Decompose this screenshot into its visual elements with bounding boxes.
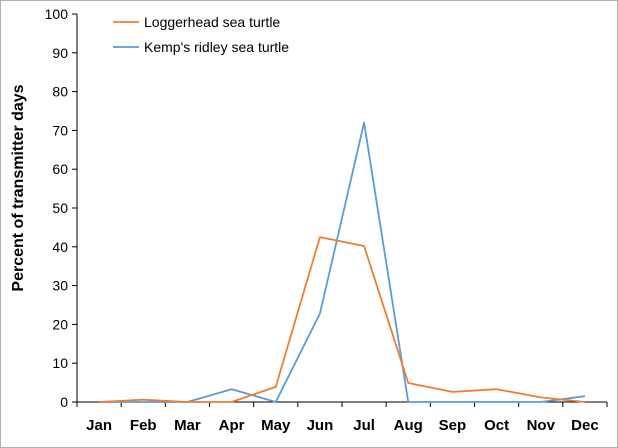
- y-tick-label: 40: [52, 239, 68, 255]
- legend-label-kemps-ridley: Kemp's ridley sea turtle: [144, 39, 289, 55]
- y-axis: 0 10 20 30 40 50 60 70 80 90 100: [45, 6, 78, 410]
- x-tick-label-jul: Jul: [353, 417, 375, 434]
- x-tick-label-sep: Sep: [439, 417, 467, 434]
- x-tick-label-jan: Jan: [86, 417, 112, 434]
- series-layer: [99, 121, 586, 403]
- y-tick-label: 60: [52, 161, 68, 177]
- y-tick-label: 10: [52, 355, 68, 371]
- y-tick-label: 20: [52, 316, 68, 332]
- x-tick-label-aug: Aug: [394, 417, 423, 434]
- x-tick-label-may: May: [261, 417, 291, 434]
- x-tick-label-jun: Jun: [307, 417, 334, 434]
- x-tick-label-dec: Dec: [571, 417, 599, 434]
- x-tick-label-apr: Apr: [219, 417, 245, 434]
- legend-label-loggerhead: Loggerhead sea turtle: [144, 14, 280, 30]
- y-tick-label: 80: [52, 84, 68, 100]
- y-tick-label: 30: [52, 278, 68, 294]
- legend: Loggerhead sea turtle Kemp's ridley sea …: [113, 14, 289, 55]
- y-tick-label: 0: [60, 394, 68, 410]
- y-tick-label: 70: [52, 122, 68, 138]
- y-tick-label: 50: [52, 200, 68, 216]
- y-axis-title: Percent of transmitter days: [10, 84, 27, 291]
- x-axis: Jan Feb Mar Apr May Jun Jul Aug Sep Oct Nov Dec: [76, 401, 608, 434]
- y-tick-label: 100: [45, 6, 69, 22]
- x-tick-label-feb: Feb: [130, 417, 157, 434]
- x-tick-label-oct: Oct: [484, 417, 509, 434]
- series-line-loggerhead: [99, 236, 586, 403]
- x-tick-label-nov: Nov: [527, 417, 556, 434]
- x-tick-label-mar: Mar: [174, 417, 201, 434]
- y-tick-label: 90: [52, 45, 68, 61]
